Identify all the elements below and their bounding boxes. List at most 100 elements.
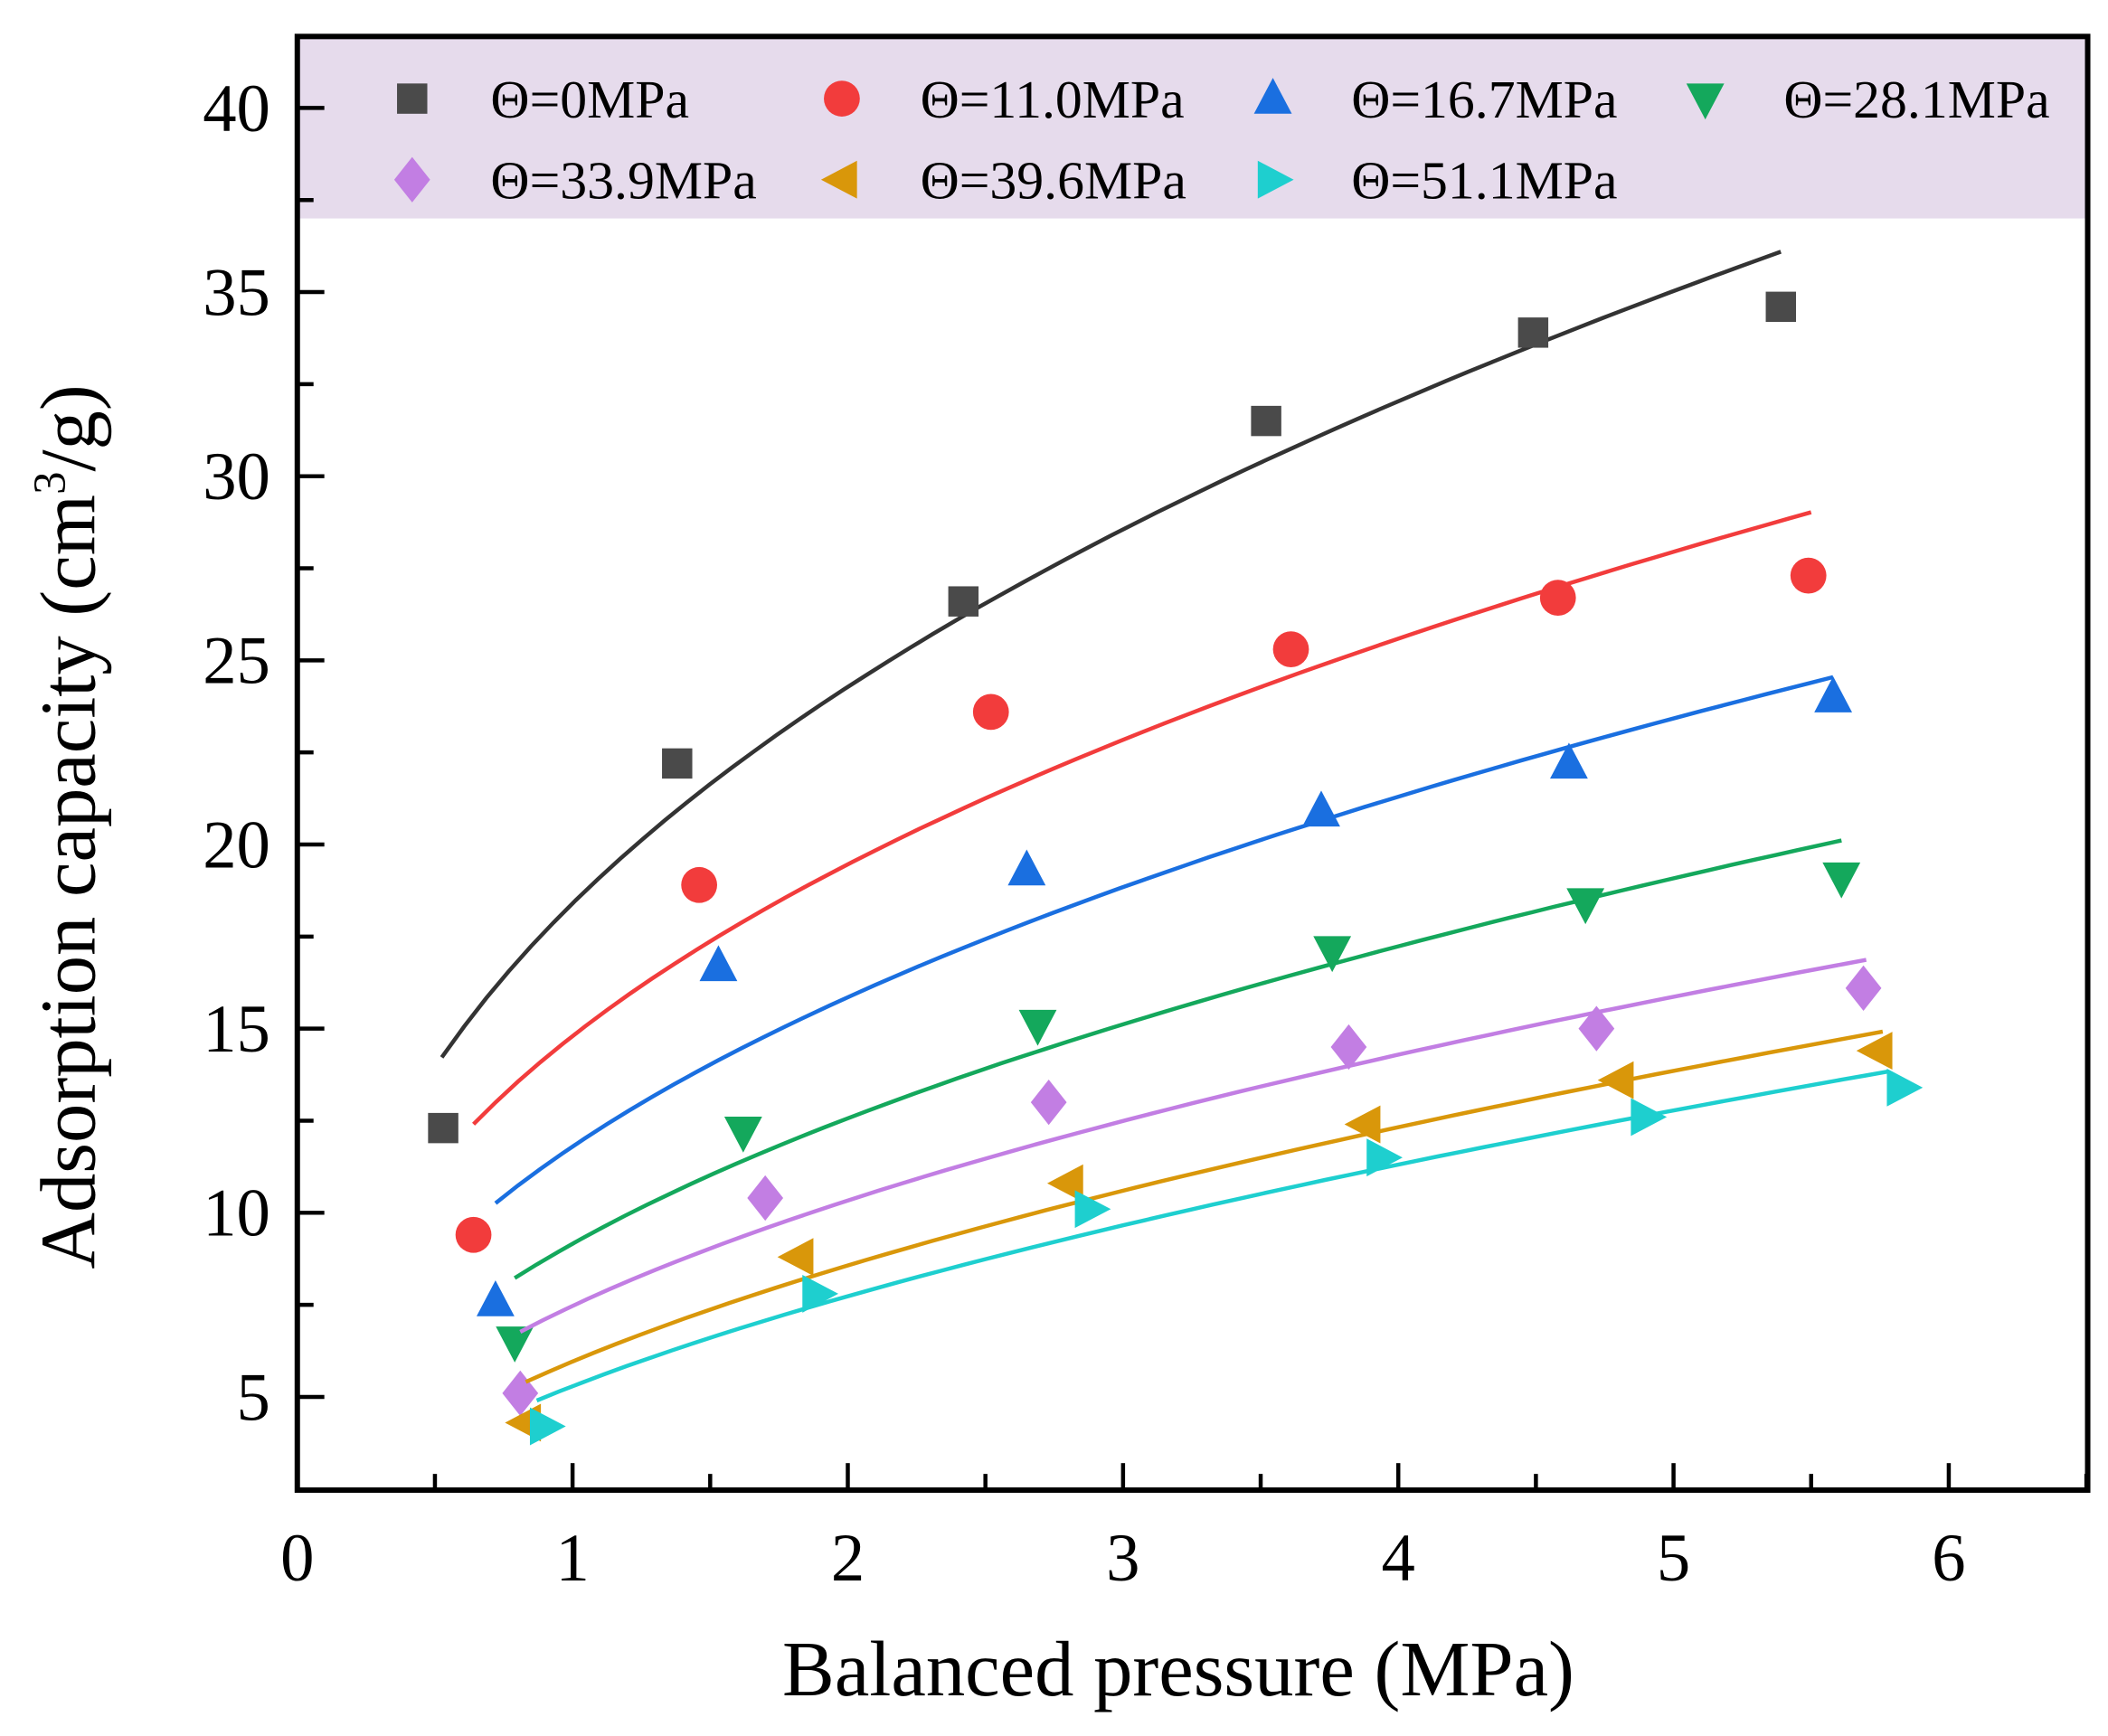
- series-3: [496, 838, 1861, 1363]
- data-point: [1366, 1138, 1403, 1177]
- legend-background: [297, 36, 2088, 219]
- fit-curve: [472, 510, 1812, 1126]
- data-point: [699, 945, 738, 982]
- legend-label: Θ=16.7MPa: [1351, 70, 1617, 129]
- x-tick-label: 5: [1657, 1521, 1690, 1596]
- legend-label: Θ=51.1MPa: [1351, 151, 1617, 211]
- x-tick-label: 1: [555, 1521, 589, 1596]
- data-point: [1549, 742, 1588, 779]
- data-point: [1856, 1032, 1893, 1071]
- plot-area: [297, 36, 2088, 1446]
- y-axis-label-end: /g): [25, 384, 112, 471]
- fit-curve: [535, 1069, 1889, 1403]
- x-tick-label: 4: [1382, 1521, 1415, 1596]
- data-point: [1046, 1164, 1083, 1203]
- data-point: [1845, 965, 1882, 1011]
- legend-marker-triangle-right: [1257, 160, 1294, 199]
- y-tick-label: 25: [203, 624, 270, 699]
- legend-label: Θ=0MPa: [490, 70, 689, 129]
- fit-curve: [494, 675, 1834, 1205]
- series-6: [529, 1068, 1924, 1446]
- x-axis-label: Balanced pressure (MPa): [782, 1626, 1574, 1712]
- data-point: [476, 1280, 515, 1316]
- legend-label: Θ=39.6MPa: [921, 151, 1186, 211]
- data-point: [1344, 1105, 1381, 1144]
- data-point: [662, 748, 693, 779]
- y-tick-label: 5: [237, 1360, 270, 1435]
- x-tick-label: 3: [1106, 1521, 1139, 1596]
- data-point: [777, 1238, 814, 1277]
- fit-curve: [525, 1029, 1884, 1384]
- y-tick-label: 30: [203, 439, 270, 514]
- legend-item: Θ=39.6MPa: [820, 151, 1186, 211]
- x-tick-label: 0: [280, 1521, 314, 1596]
- legend: Θ=0MPa Θ=11.0MPa Θ=16.7MPa Θ=28.1MPa Θ=33.9M…: [393, 70, 2050, 211]
- data-point: [1578, 1005, 1615, 1052]
- data-point: [802, 1275, 839, 1313]
- data-point: [723, 1116, 762, 1153]
- data-point: [502, 1370, 539, 1416]
- legend-marker-square: [397, 83, 428, 114]
- y-axis-label-sup: 3: [24, 472, 75, 495]
- data-point: [681, 866, 718, 903]
- y-tick-label: 40: [203, 71, 270, 146]
- data-point: [1566, 888, 1605, 925]
- legend-label: Θ=33.9MPa: [490, 151, 756, 211]
- legend-item: Θ=33.9MPa: [393, 151, 757, 211]
- legend-marker-circle: [824, 80, 860, 117]
- fit-curve: [440, 250, 1782, 1059]
- data-point: [1814, 676, 1853, 712]
- legend-marker-triangle-down: [1686, 83, 1725, 120]
- legend-item: Θ=28.1MPa: [1686, 70, 2050, 129]
- data-point: [1539, 580, 1576, 616]
- data-point: [1517, 317, 1549, 348]
- series-5: [505, 1029, 1893, 1442]
- data-point: [1302, 790, 1340, 827]
- x-tick-label: 2: [831, 1521, 865, 1596]
- data-point: [428, 1112, 458, 1144]
- data-point: [948, 586, 979, 617]
- y-tick-label: 10: [203, 1176, 270, 1251]
- data-point: [1765, 291, 1797, 323]
- data-point: [1631, 1098, 1668, 1137]
- legend-label: Θ=28.1MPa: [1783, 70, 2049, 129]
- y-tick-label: 15: [203, 992, 270, 1067]
- data-point: [1074, 1190, 1111, 1229]
- fit-curve: [519, 958, 1867, 1334]
- y-tick-label: 20: [203, 807, 270, 882]
- fit-curve: [514, 838, 1842, 1280]
- data-point: [1251, 405, 1281, 437]
- data-point: [1018, 1009, 1057, 1046]
- data-point: [496, 1326, 534, 1363]
- legend-marker-triangle-up: [1253, 78, 1292, 114]
- series-2: [476, 675, 1853, 1316]
- legend-marker-diamond: [393, 156, 430, 203]
- y-axis-label-main: Adsorption capacity (cm: [25, 495, 112, 1269]
- legend-marker-triangle-left: [820, 160, 857, 199]
- y-axis-label: Adsorption capacity (cm3/g): [24, 384, 112, 1269]
- plot-frame: [294, 33, 2091, 1494]
- axes: 0 1 2 3 4 5 6 5 10 15 20 25 30 35 40: [203, 33, 2091, 1596]
- series-4: [502, 958, 1882, 1416]
- data-point: [972, 693, 1009, 731]
- data-point: [1007, 849, 1046, 886]
- legend-label: Θ=11.0MPa: [921, 70, 1185, 129]
- y-tick-label: 35: [203, 255, 270, 330]
- data-point: [1313, 936, 1352, 973]
- legend-item: Θ=51.1MPa: [1257, 151, 1618, 211]
- legend-item: Θ=0MPa: [397, 70, 689, 129]
- data-point: [529, 1407, 566, 1446]
- data-point: [1886, 1068, 1924, 1107]
- legend-item: Θ=11.0MPa: [824, 70, 1185, 129]
- data-point: [747, 1175, 784, 1222]
- data-point: [1030, 1080, 1067, 1126]
- data-point: [1272, 631, 1309, 668]
- data-point: [1822, 862, 1861, 899]
- series-1: [455, 510, 1827, 1253]
- series-0: [428, 250, 1797, 1144]
- data-point: [455, 1216, 492, 1253]
- data-point: [1597, 1061, 1634, 1099]
- legend-item: Θ=16.7MPa: [1253, 70, 1618, 129]
- data-point: [1790, 557, 1827, 594]
